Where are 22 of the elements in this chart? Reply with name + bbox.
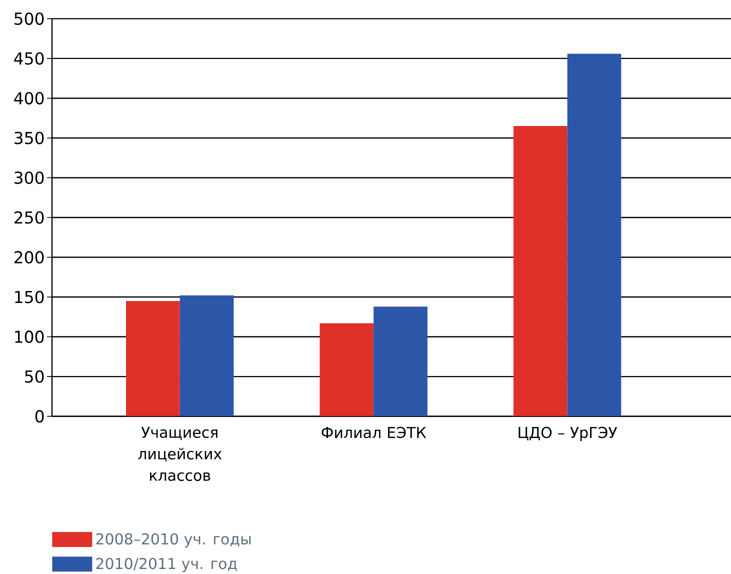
y-tick-label: 200: [14, 251, 44, 264]
legend-label: 2008–2010 уч. годы: [96, 533, 251, 548]
bar: [374, 306, 428, 416]
bar: [567, 54, 622, 416]
bar: [320, 323, 374, 416]
x-tick-label: ЦДО – УрГЭУ: [518, 426, 618, 442]
y-tick-label: 350: [14, 132, 44, 144]
y-tick-label: 450: [14, 52, 44, 65]
y-tick-label: 250: [14, 211, 44, 224]
y-tick-label: 400: [14, 92, 44, 104]
legend-label: 2010/2011 уч. год: [96, 558, 237, 572]
y-tick-label: 100: [15, 330, 44, 344]
bar: [180, 295, 234, 416]
bar: [513, 126, 568, 416]
y-tick-label: 50: [25, 370, 44, 383]
y-tick-label: 150: [15, 290, 44, 304]
y-tick-label: 500: [14, 12, 44, 25]
x-tick-label: Учащиеся лицейских классов: [138, 426, 222, 481]
bar: [126, 300, 180, 416]
x-tick-label: Филиал ЕЭТК: [322, 426, 426, 438]
y-tick-label: 300: [14, 171, 44, 184]
y-tick-label: 0: [35, 410, 44, 423]
